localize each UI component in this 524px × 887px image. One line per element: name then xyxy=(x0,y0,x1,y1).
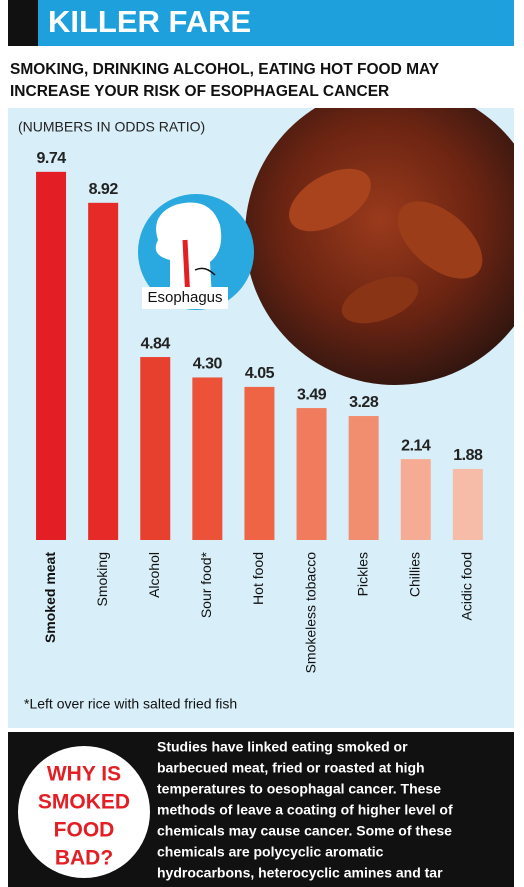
value-label: 1.88 xyxy=(453,447,483,464)
sidebar-text: methods of leave a coating of higher lev… xyxy=(157,802,453,818)
title: KILLER FARE xyxy=(48,4,251,39)
x-tick-label: Acidic food xyxy=(459,552,475,620)
esophagus-icon: Esophagus xyxy=(138,194,254,310)
photo xyxy=(245,108,514,385)
x-tick-label: Hot food xyxy=(250,552,266,605)
footnote: *Left over rice with salted fried fish xyxy=(24,696,237,712)
header-banner xyxy=(38,0,514,46)
value-label: 3.28 xyxy=(349,394,379,411)
value-label: 4.84 xyxy=(141,335,171,352)
bar xyxy=(244,386,275,540)
sidebar-heading: BAD? xyxy=(55,847,113,870)
annotation: Esophagus xyxy=(147,289,222,306)
sidebar-badge xyxy=(18,746,150,878)
sidebar-text: temperatures to oesophagal cancer. These xyxy=(157,781,441,797)
bar xyxy=(452,468,483,540)
value-label: 8.92 xyxy=(89,181,119,198)
sidebar-text: chemicals are polycyclic aromatic xyxy=(157,844,384,860)
value-label: 9.74 xyxy=(36,150,66,167)
x-tick-label: Smoked meat xyxy=(42,552,58,643)
x-tick-label: Smokeless tobacco xyxy=(302,552,318,674)
sidebar-text: hydrocarbons, heterocyclic amines and ta… xyxy=(157,865,443,881)
value-label: 4.05 xyxy=(245,365,275,382)
bar xyxy=(296,408,327,540)
value-label: 2.14 xyxy=(401,437,431,454)
sidebar-text: barbecued meat, fried or roasted at high xyxy=(157,760,425,776)
sidebar-text: Studies have linked eating smoked or xyxy=(157,739,408,755)
bar xyxy=(36,171,67,540)
header-block xyxy=(8,0,38,46)
subtitle: INCREASE YOUR RISK OF ESOPHAGEAL CANCER xyxy=(10,83,389,100)
x-tick-label: Alcohol xyxy=(146,552,162,598)
x-tick-label: Smoking xyxy=(94,552,110,606)
sidebar-heading: FOOD xyxy=(54,819,115,842)
value-label: 3.49 xyxy=(297,386,327,403)
unit-note: (NUMBERS IN ODDS RATIO) xyxy=(18,119,205,135)
bar xyxy=(400,459,431,540)
photo-circle xyxy=(245,108,514,385)
x-tick-label: Sour food* xyxy=(198,551,214,618)
subtitle: SMOKING, DRINKING ALCOHOL, EATING HOT FO… xyxy=(10,61,440,78)
bar xyxy=(192,377,223,540)
bar xyxy=(88,202,119,540)
bar xyxy=(140,357,171,540)
sidebar-heading: SMOKED xyxy=(38,791,130,814)
bar xyxy=(348,416,379,540)
sidebar-heading: WHY IS xyxy=(47,763,121,786)
x-tick-label: Pickles xyxy=(354,552,370,596)
value-label: 4.30 xyxy=(193,356,223,373)
sidebar-text: chemicals may cause cancer. Some of thes… xyxy=(157,823,452,839)
x-tick-label: Chillies xyxy=(406,552,422,597)
